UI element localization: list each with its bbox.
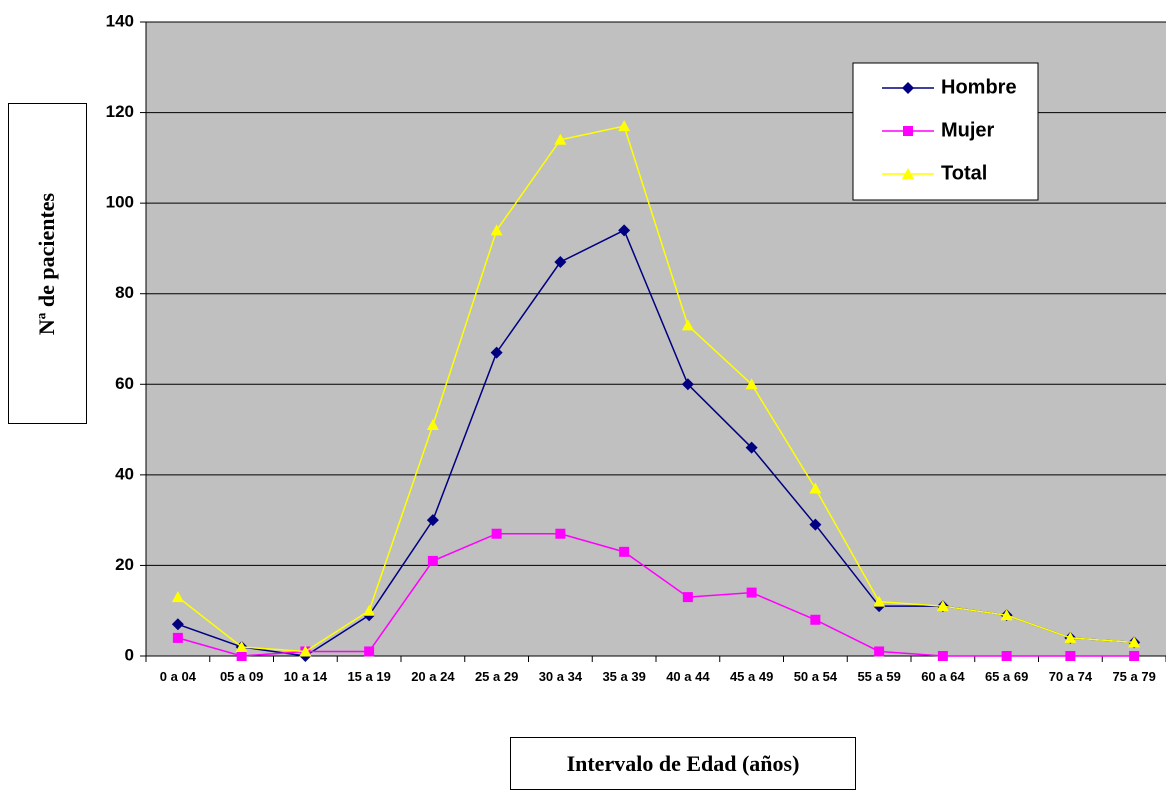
marker <box>1065 651 1076 661</box>
x-tick-label: 05 a 09 <box>219 669 264 684</box>
series-line <box>177 532 1135 657</box>
marker <box>1129 651 1140 661</box>
marker <box>746 587 757 598</box>
marker <box>554 256 567 269</box>
marker <box>681 319 694 331</box>
marker <box>172 632 183 643</box>
marker <box>364 646 375 657</box>
marker <box>682 592 693 603</box>
y-label-box: Nª de pacientes <box>8 103 87 424</box>
x-tick-label: 50 a 54 <box>793 669 838 684</box>
marker <box>1001 651 1012 661</box>
marker <box>490 224 503 236</box>
marker <box>491 528 502 539</box>
x-label-box: Intervalo de Edad (años) <box>510 737 856 790</box>
y-axis-title: Nª de pacientes <box>34 192 60 335</box>
y-tick-label: 120 <box>106 102 134 121</box>
legend-label: Hombre <box>941 76 1017 98</box>
legend-label: Total <box>941 162 987 184</box>
marker <box>936 600 949 612</box>
marker <box>937 651 948 661</box>
marker <box>555 528 566 539</box>
legend-label: Mujer <box>941 119 995 141</box>
marker <box>426 514 439 527</box>
x-tick-label: 30 a 34 <box>538 669 583 684</box>
x-tick-label: 10 a 14 <box>283 669 328 684</box>
x-tick-label: 65 a 69 <box>984 669 1029 684</box>
marker <box>554 133 567 145</box>
x-tick-label: 45 a 49 <box>729 669 774 684</box>
marker <box>427 555 438 566</box>
x-tick-label: 20 a 24 <box>411 669 455 684</box>
marker <box>809 518 822 531</box>
marker <box>902 82 914 94</box>
x-tick-label: 55 a 59 <box>857 669 901 684</box>
x-tick-label: 15 a 19 <box>347 669 391 684</box>
marker <box>903 126 913 136</box>
marker <box>299 645 312 657</box>
marker <box>490 346 503 359</box>
marker <box>618 120 631 132</box>
y-tick-label: 140 <box>106 11 134 30</box>
x-tick-label: 0 a 04 <box>159 669 196 684</box>
marker <box>810 614 821 625</box>
y-tick-label: 60 <box>115 374 134 393</box>
marker <box>363 604 376 616</box>
marker <box>1000 609 1013 621</box>
marker <box>1128 636 1141 648</box>
x-tick-label: 70 a 74 <box>1048 669 1093 684</box>
marker <box>874 646 885 657</box>
marker <box>171 591 184 603</box>
x-tick-label: 60 a 64 <box>921 669 965 684</box>
x-tick-label: 35 a 39 <box>602 669 646 684</box>
marker <box>1064 631 1077 643</box>
marker <box>426 419 439 431</box>
x-tick-label: 75 a 79 <box>1112 669 1156 684</box>
series-line <box>177 125 1135 653</box>
marker <box>618 224 631 237</box>
marker <box>873 595 886 607</box>
marker <box>681 378 694 391</box>
x-axis-title: Intervalo de Edad (años) <box>566 750 800 776</box>
marker <box>745 378 758 390</box>
y-tick-label: 100 <box>106 193 134 212</box>
y-tick-label: 40 <box>115 464 134 483</box>
marker <box>619 546 630 557</box>
marker <box>236 651 247 661</box>
marker <box>809 482 822 494</box>
y-tick-label: 20 <box>115 555 134 574</box>
y-tick-label: 80 <box>115 283 134 302</box>
x-tick-label: 40 a 44 <box>666 669 710 684</box>
x-tick-label: 25 a 29 <box>474 669 519 684</box>
marker <box>235 640 248 652</box>
marker <box>902 168 914 179</box>
marker <box>171 618 184 631</box>
marker <box>745 441 758 454</box>
y-tick-label: 0 <box>125 645 134 664</box>
